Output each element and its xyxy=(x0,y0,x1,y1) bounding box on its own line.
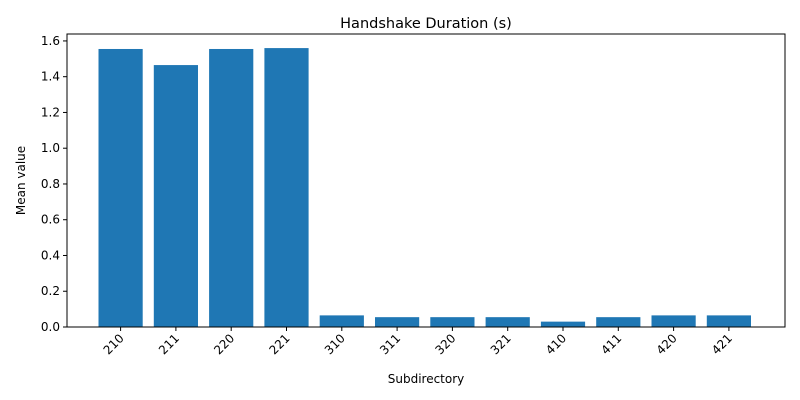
bar-310 xyxy=(319,315,364,327)
y-axis: 0.0 0.2 0.4 0.6 0.8 1.0 1.2 1.4 1.6 xyxy=(41,34,67,334)
bar-220 xyxy=(209,48,254,328)
y-tick-label: 1.4 xyxy=(41,70,60,84)
bar-311 xyxy=(375,317,420,327)
bars-group xyxy=(98,48,751,328)
y-axis-label: Mean value xyxy=(14,146,28,215)
y-tick-label: 1.0 xyxy=(41,141,60,155)
x-tick-label: 320 xyxy=(432,331,458,357)
bar-211 xyxy=(153,65,198,327)
x-tick-label: 211 xyxy=(156,331,182,357)
bar-410 xyxy=(540,321,586,327)
y-tick-label: 0.2 xyxy=(41,284,60,298)
y-tick-label: 0.0 xyxy=(41,320,60,334)
x-tick-label: 221 xyxy=(267,331,293,357)
x-tick-label: 321 xyxy=(488,331,514,357)
bar-221 xyxy=(264,48,309,328)
x-tick-label: 220 xyxy=(211,331,237,357)
x-tick-label: 311 xyxy=(377,331,403,357)
bar-321 xyxy=(485,317,530,327)
plot-frame xyxy=(66,33,786,328)
x-tick-label: 310 xyxy=(322,331,348,357)
x-tick-label: 210 xyxy=(101,331,127,357)
y-tick-label: 0.4 xyxy=(41,248,60,262)
bar-421 xyxy=(706,315,751,327)
x-tick-label: 420 xyxy=(654,331,680,357)
chart-title: Handshake Duration (s) xyxy=(340,16,512,32)
bar-420 xyxy=(651,315,696,327)
y-tick-label: 0.8 xyxy=(41,177,60,191)
y-tick-label: 1.6 xyxy=(41,34,60,48)
x-axis: 210 211 220 221 310 311 320 321 410 411 420 421 xyxy=(101,327,735,357)
bar-210 xyxy=(98,48,143,328)
y-tick-label: 0.6 xyxy=(41,213,60,227)
y-tick-label: 1.2 xyxy=(41,105,60,119)
x-axis-label: Subdirectory xyxy=(388,372,465,386)
x-tick-label: 410 xyxy=(543,331,569,357)
bar-320 xyxy=(430,317,475,327)
bar-411 xyxy=(596,317,641,327)
x-tick-label: 421 xyxy=(709,331,735,357)
x-tick-label: 411 xyxy=(598,331,624,357)
